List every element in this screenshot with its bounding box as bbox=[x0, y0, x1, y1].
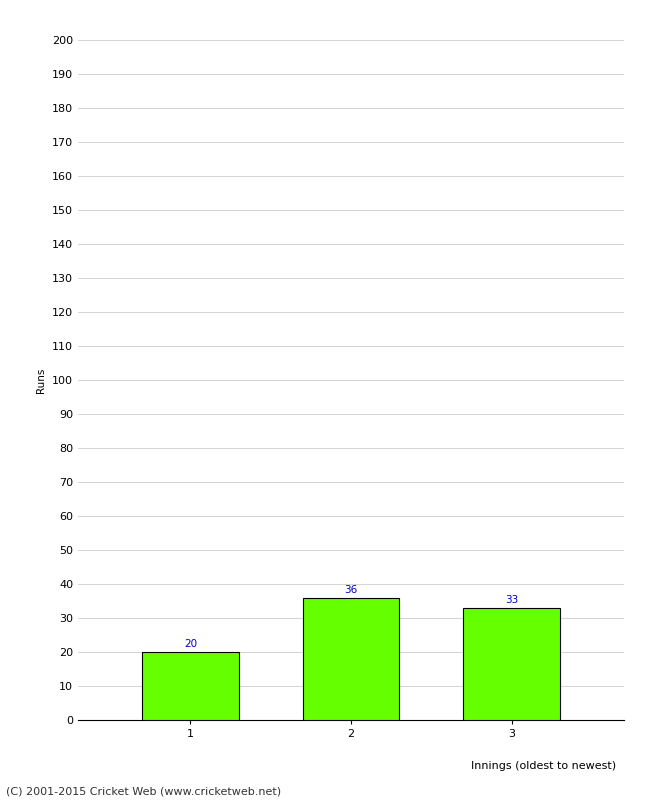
Text: Innings (oldest to newest): Innings (oldest to newest) bbox=[471, 761, 616, 771]
Bar bbox=[463, 608, 560, 720]
Text: (C) 2001-2015 Cricket Web (www.cricketweb.net): (C) 2001-2015 Cricket Web (www.cricketwe… bbox=[6, 786, 281, 796]
Y-axis label: Runs: Runs bbox=[36, 367, 46, 393]
Text: 33: 33 bbox=[505, 595, 518, 605]
Text: 20: 20 bbox=[184, 639, 197, 650]
Bar bbox=[142, 652, 239, 720]
Bar bbox=[303, 598, 399, 720]
Text: 36: 36 bbox=[344, 585, 358, 595]
